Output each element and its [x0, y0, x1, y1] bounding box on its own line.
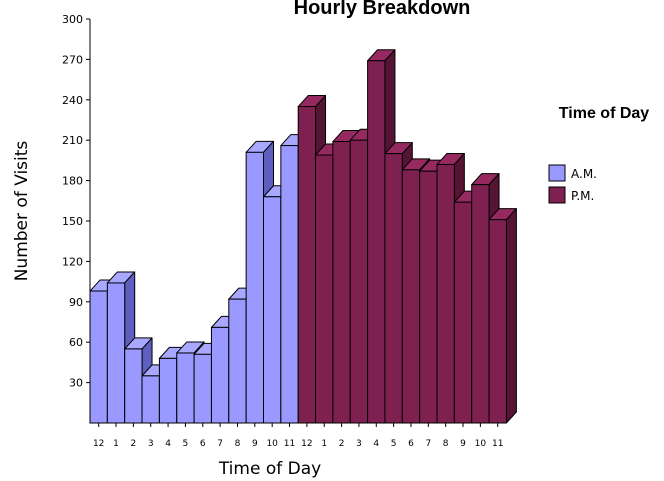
bar-front-face	[315, 154, 334, 424]
x-tick-label: 3	[148, 439, 154, 449]
x-tick-label: 4	[373, 439, 379, 449]
x-tick-label: 8	[235, 439, 241, 449]
x-tick-label: 6	[200, 439, 206, 449]
x-tick-label: 3	[356, 439, 362, 449]
y-tick-label: 210	[62, 134, 83, 147]
bar-front-face	[228, 298, 247, 424]
legend-label: A.M.	[571, 167, 597, 181]
x-tick-label: 4	[165, 439, 171, 449]
bar-front-face	[453, 201, 473, 424]
bar-front-face	[332, 141, 351, 424]
x-tick-label: 10	[475, 439, 487, 449]
y-tick-label: 60	[69, 336, 83, 349]
bar-front-face	[124, 348, 143, 424]
bar-front-face	[349, 139, 369, 424]
bar-front-face	[193, 353, 212, 424]
y-tick-label: 30	[69, 377, 83, 390]
bar-front-face	[367, 60, 386, 424]
x-tick-label: 9	[460, 439, 466, 449]
x-tick-label: 2	[131, 439, 137, 449]
x-tick-label: 2	[339, 439, 345, 449]
bar-front-face	[89, 290, 108, 424]
y-tick-label: 150	[62, 215, 83, 228]
bar-front-face	[401, 169, 421, 424]
bar-front-face	[471, 184, 490, 424]
bar-front-face	[280, 145, 299, 424]
legend-item: P.M.	[548, 186, 594, 204]
y-axis-title: Number of Visits	[12, 141, 32, 282]
y-tick-label: 300	[62, 13, 83, 26]
x-tick-label: 12	[301, 439, 312, 449]
x-tick-label: 6	[408, 439, 414, 449]
legend-item: A.M.	[548, 164, 597, 182]
bar-side-face	[505, 208, 517, 424]
bar-front-face	[384, 153, 403, 424]
y-tick-label: 180	[62, 175, 83, 188]
x-tick-label: 1	[113, 439, 119, 449]
bar-front-face	[210, 326, 230, 424]
legend: Time of Day A.M. P.M.	[548, 105, 650, 204]
legend-title: Time of Day	[559, 105, 650, 122]
x-tick-label: 9	[252, 439, 258, 449]
y-tick-label: 90	[69, 296, 83, 309]
y-tick-label: 240	[62, 94, 83, 107]
bar-front-face	[297, 106, 317, 424]
x-tick-label: 7	[425, 439, 431, 449]
x-tick-label: 11	[284, 439, 295, 449]
bar-front-face	[176, 352, 195, 424]
bars-layer	[89, 49, 517, 424]
bar-front-face	[263, 196, 282, 424]
x-tick-label: 12	[93, 439, 104, 449]
legend-label: P.M.	[571, 189, 594, 203]
x-tick-label: 11	[492, 439, 503, 449]
y-tick-label: 120	[62, 255, 83, 268]
x-tick-label: 8	[443, 439, 449, 449]
bar-front-face	[158, 357, 178, 424]
bar-front-face	[436, 163, 455, 424]
chart-title: Hourly Breakdown	[294, 0, 471, 19]
bar-front-face	[106, 282, 126, 424]
x-tick-label: 1	[321, 439, 327, 449]
x-axis-title: Time of Day	[218, 459, 321, 479]
bar-front-face	[419, 170, 438, 424]
y-tick-label: 270	[62, 53, 83, 66]
bar-front-face	[245, 151, 264, 424]
x-tick-label: 5	[183, 439, 189, 449]
legend-swatch	[548, 186, 566, 204]
x-tick-label: 10	[266, 439, 278, 449]
x-tick-label: 7	[217, 439, 223, 449]
bar-front-face	[141, 375, 160, 424]
x-tick-label: 5	[391, 439, 397, 449]
legend-swatch	[548, 164, 566, 182]
bar-front-face	[488, 219, 507, 424]
bar	[488, 208, 517, 424]
